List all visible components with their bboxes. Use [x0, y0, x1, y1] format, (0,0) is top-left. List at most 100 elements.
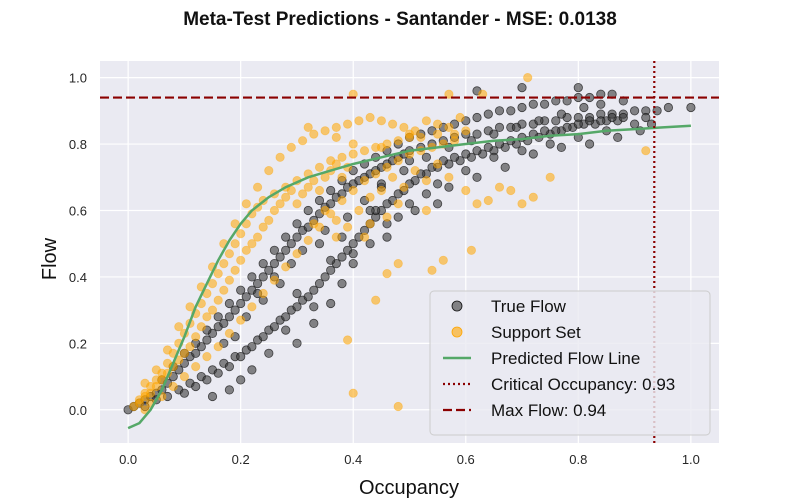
true-flow-point [207, 391, 218, 402]
x-tick-label: 0.8 [569, 452, 587, 467]
support-set-point [241, 245, 251, 255]
true-flow-point [281, 232, 291, 242]
support-set-point [331, 232, 341, 242]
legend-label: Support Set [491, 323, 581, 342]
support-set-point [292, 199, 302, 209]
true-flow-point [247, 342, 257, 352]
true-flow-point [629, 119, 640, 129]
support-set-point [432, 129, 443, 139]
support-set-point [427, 265, 437, 275]
support-set-point [185, 302, 195, 312]
support-set-point [337, 172, 347, 182]
true-flow-point [326, 185, 336, 196]
true-flow-point [472, 129, 482, 139]
true-flow-point [286, 239, 296, 249]
support-set-point [466, 245, 476, 255]
support-set-point [303, 182, 313, 192]
support-set-point [207, 305, 218, 315]
true-flow-point [224, 298, 234, 309]
true-flow-point [236, 298, 246, 309]
support-set-point [258, 288, 268, 299]
support-set-point [314, 162, 325, 172]
y-tick-label: 1.0 [69, 71, 87, 86]
support-set-point [275, 199, 285, 209]
true-flow-point [247, 272, 257, 282]
support-set-point [410, 166, 420, 176]
predicted-flow-line [127, 124, 691, 430]
true-flow-point [281, 245, 291, 255]
support-set-point [444, 89, 454, 99]
true-flow-point [253, 278, 263, 289]
support-set-point [528, 192, 538, 202]
true-flow-point [449, 152, 460, 162]
true-flow-point [224, 385, 234, 395]
true-flow-point [584, 139, 595, 149]
true-flow-point [404, 199, 415, 209]
true-flow-point [410, 205, 420, 216]
true-flow-point [337, 278, 347, 289]
support-set-point [348, 139, 358, 149]
support-set-point [331, 132, 341, 142]
true-flow-point [224, 361, 234, 372]
support-set-point [179, 371, 189, 382]
true-flow-point [562, 122, 572, 133]
true-flow-point [551, 126, 561, 136]
support-set-point [342, 222, 353, 232]
true-flow-point [629, 106, 640, 116]
support-set-point [331, 122, 341, 133]
true-flow-point [489, 152, 499, 162]
support-set-point [269, 275, 279, 285]
support-set-point [303, 235, 313, 245]
support-set-point [202, 312, 212, 322]
true-flow-point [641, 112, 651, 123]
true-flow-point [292, 338, 302, 348]
support-set-point [365, 219, 375, 229]
true-flow-point [258, 272, 268, 282]
true-flow-point [573, 83, 583, 93]
support-set-point [461, 126, 471, 136]
support-set-point [286, 185, 296, 196]
true-flow-point [224, 312, 234, 322]
support-set-point [421, 205, 431, 216]
true-flow-point [241, 292, 251, 302]
true-flow-point [303, 292, 313, 302]
support-set-point [399, 182, 409, 192]
true-flow-point [517, 83, 527, 93]
legend-label: True Flow [491, 297, 567, 316]
support-set-point [314, 185, 325, 196]
true-flow-point [213, 368, 223, 378]
true-flow-point [393, 212, 403, 222]
true-flow-point [348, 249, 358, 259]
x-tick-label: 0.6 [457, 452, 475, 467]
support-set-point [236, 255, 246, 265]
true-flow-point [399, 166, 409, 176]
true-flow-point [584, 116, 595, 126]
support-set-point [191, 332, 201, 342]
support-set-point [545, 172, 555, 182]
support-set-point [236, 229, 246, 239]
true-flow-point [489, 129, 499, 139]
true-flow-point [365, 239, 375, 249]
support-set-point [483, 195, 493, 206]
true-flow-point [382, 199, 392, 209]
true-flow-point [230, 305, 240, 315]
true-flow-point [236, 351, 246, 362]
support-set-point [354, 116, 364, 126]
support-set-point [342, 119, 353, 129]
support-set-point [461, 185, 471, 196]
support-set-point [438, 255, 448, 265]
true-flow-point [258, 258, 268, 269]
support-set-point [286, 142, 296, 152]
true-flow-point [511, 122, 522, 133]
true-flow-point [461, 149, 471, 159]
true-flow-point [326, 255, 336, 265]
x-tick-label: 0.0 [119, 452, 137, 467]
support-set-point [365, 112, 375, 123]
support-set-point [247, 302, 257, 312]
legend-label: Critical Occupancy: 0.93 [491, 375, 675, 394]
support-set-point [320, 126, 330, 136]
support-set-point [297, 136, 308, 146]
support-set-point [162, 345, 173, 355]
support-set-point [472, 199, 482, 209]
support-set-point [382, 268, 392, 279]
